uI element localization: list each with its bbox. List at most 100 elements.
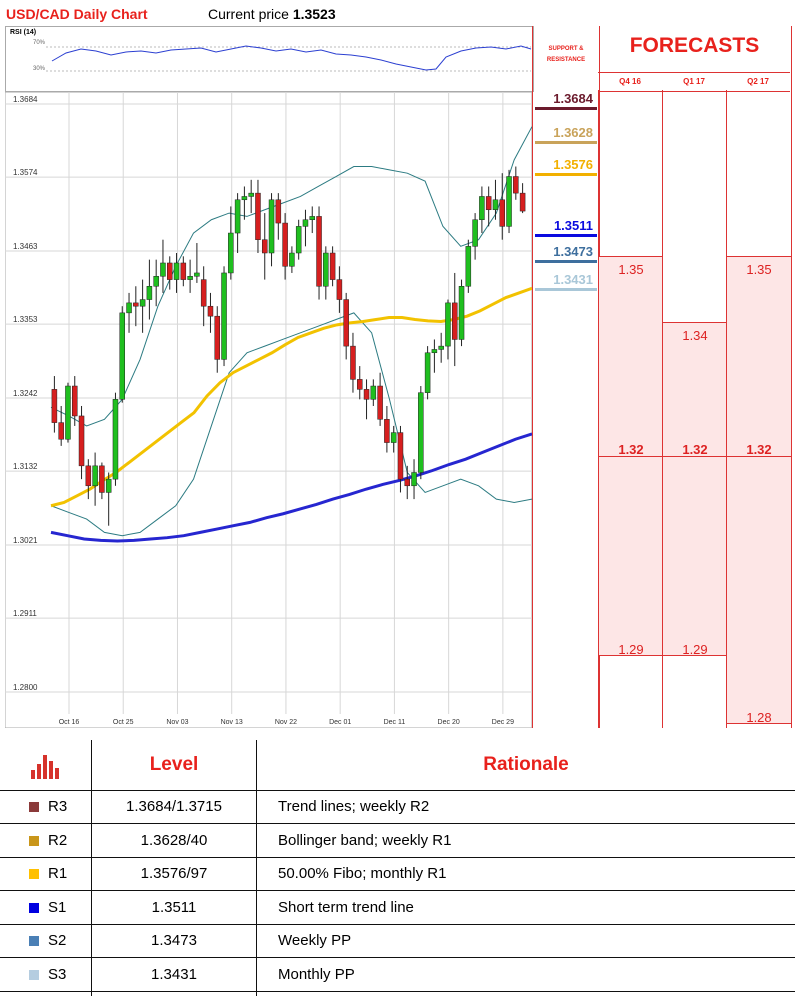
candle-body xyxy=(262,239,268,254)
forecasts-title: FORECASTS xyxy=(629,34,760,57)
bollinger-upper-line xyxy=(50,126,533,427)
level-rationale: Bollinger band; weekly R1 xyxy=(278,831,452,849)
candle-body xyxy=(390,432,397,443)
forecast-column-header: Q2 17 xyxy=(726,72,790,92)
candle-body xyxy=(485,196,492,211)
candle-body xyxy=(350,345,356,380)
forecast-low-value: 1.29 xyxy=(682,642,708,657)
candle-body xyxy=(323,252,329,287)
candle-body xyxy=(519,192,526,212)
candle-body xyxy=(153,276,159,287)
x-tick-label: Nov 03 xyxy=(166,719,188,726)
forecast-column: 1.34 1.32 1.29 xyxy=(662,90,727,728)
candle-body xyxy=(397,432,404,480)
forecast-high-value: 1.34 xyxy=(682,328,708,343)
chart-title: USD/CAD Daily Chart xyxy=(6,6,148,22)
table-row: S1 1.3511 Short term trend line xyxy=(0,891,795,925)
candle-body xyxy=(234,199,241,234)
sr-level-value: 1.3473 xyxy=(553,244,593,259)
sr-level-line xyxy=(535,141,597,144)
candle-body xyxy=(295,226,302,254)
rsi-tick-70: 70% xyxy=(33,40,46,46)
level-value: 1.3431 xyxy=(151,965,197,983)
y-tick-label: 1.3463 xyxy=(13,242,38,251)
table-row: S2 1.3473 Weekly PP xyxy=(0,924,795,958)
candle-body xyxy=(479,196,485,220)
level-color-swatch xyxy=(29,969,39,980)
level-rationale: Trend lines; weekly R2 xyxy=(278,798,430,815)
x-tick-label: Dec 20 xyxy=(438,719,460,726)
candle-body xyxy=(112,399,119,480)
level-name: R1 xyxy=(48,865,68,882)
candle-body xyxy=(58,422,64,440)
candle-body xyxy=(119,312,125,400)
candle-body xyxy=(289,252,295,267)
x-tick-label: Oct 25 xyxy=(113,719,134,726)
price-chart: 1.3684 1.3574 1.3463 1.3353 1.3242 1.3132 1.30… xyxy=(4,91,533,729)
table-divider-1 xyxy=(91,740,92,996)
candle-body xyxy=(370,385,377,400)
candle-body xyxy=(133,302,139,307)
table-row: R1 1.3576/97 50.00% Fibo; monthly R1 xyxy=(0,857,795,891)
candle-body xyxy=(377,385,383,420)
candle-body xyxy=(146,286,153,300)
candle-body xyxy=(452,302,458,340)
table-divider-2 xyxy=(256,740,257,996)
candle-body xyxy=(513,176,519,194)
candle-body xyxy=(357,379,363,390)
forecasts-panel: FORECASTS Q4 16 1.35 1.32 1.29 Q1 17 1.34 1.32… xyxy=(598,26,792,728)
candle-body xyxy=(85,465,92,487)
current-price-label: Current price 1.3523 xyxy=(208,6,336,22)
forecast-column-header: Q1 17 xyxy=(662,72,726,92)
x-tick-label: Oct 16 xyxy=(59,719,80,726)
level-color-swatch xyxy=(29,902,39,913)
candlestick-chart: 1.3684 1.3574 1.3463 1.3353 1.3242 1.3132 1.30… xyxy=(4,91,533,729)
bollinger-lower-line xyxy=(50,312,533,537)
sr-level-value: 1.3576 xyxy=(553,157,593,172)
sr-header: SUPPORT & RESISTANCE xyxy=(533,44,599,66)
candle-body xyxy=(51,389,58,423)
x-tick-label: Dec 01 xyxy=(329,719,351,726)
level-name: S3 xyxy=(48,965,67,983)
candle-body xyxy=(255,192,261,240)
candle-body xyxy=(72,385,78,417)
candle-body xyxy=(384,419,390,443)
rsi-label: RSI (14) xyxy=(10,29,37,36)
candle-body xyxy=(275,199,282,224)
table-row: R3 1.3684/1.3715 Trend lines; weekly R2 xyxy=(0,790,795,824)
current-price-prefix: Current price xyxy=(208,6,289,22)
candle-body xyxy=(492,199,499,211)
sr-header-line2: RESISTANCE xyxy=(546,57,586,63)
x-tick-label: Dec 11 xyxy=(384,719,406,726)
rsi-tick-30: 30% xyxy=(33,66,46,72)
level-color-swatch xyxy=(29,835,39,846)
candle-body xyxy=(228,232,234,274)
level-rationale: Short term trend line xyxy=(278,898,414,916)
sr-level-value: 1.3431 xyxy=(553,272,593,287)
level-value: 1.3473 xyxy=(151,932,197,949)
level-value: 1.3684/1.3715 xyxy=(126,798,222,815)
candle-body xyxy=(302,219,309,227)
level-value: 1.3511 xyxy=(151,898,197,916)
candle-body xyxy=(316,216,322,287)
candle-body xyxy=(99,465,105,493)
candle-body xyxy=(506,176,512,227)
candle-body xyxy=(445,302,451,347)
candle-body xyxy=(167,262,173,280)
candle-body xyxy=(78,415,85,467)
candle-body xyxy=(431,349,438,354)
forecast-mid-line xyxy=(599,456,663,457)
candle-body xyxy=(418,392,424,473)
bar-chart-icon xyxy=(31,755,59,779)
candle-body xyxy=(248,192,254,197)
y-tick-label: 1.2800 xyxy=(13,683,38,692)
sr-level-line xyxy=(535,288,597,291)
forecast-range-band xyxy=(727,256,791,724)
candle-body xyxy=(139,299,146,307)
sr-level-line xyxy=(535,260,597,263)
forecast-high-value: 1.35 xyxy=(618,262,644,277)
y-tick-label: 1.3242 xyxy=(13,389,38,398)
sr-level-value: 1.3684 xyxy=(553,91,593,106)
rsi-chart xyxy=(46,45,532,72)
candle-body xyxy=(221,272,227,360)
